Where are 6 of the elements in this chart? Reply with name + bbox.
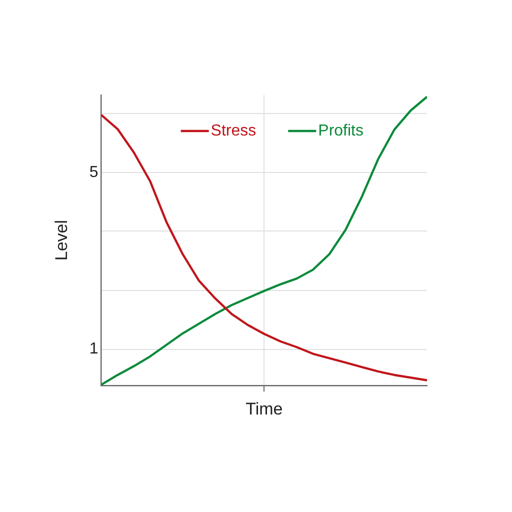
legend-label: Stress (210, 122, 256, 140)
y-tick-label: 1 (89, 340, 98, 358)
legend-label: Profits (318, 122, 364, 140)
x-axis-title: Time (246, 399, 283, 418)
y-tick-label: 5 (89, 164, 98, 181)
y-axis-title: Level (52, 220, 71, 261)
